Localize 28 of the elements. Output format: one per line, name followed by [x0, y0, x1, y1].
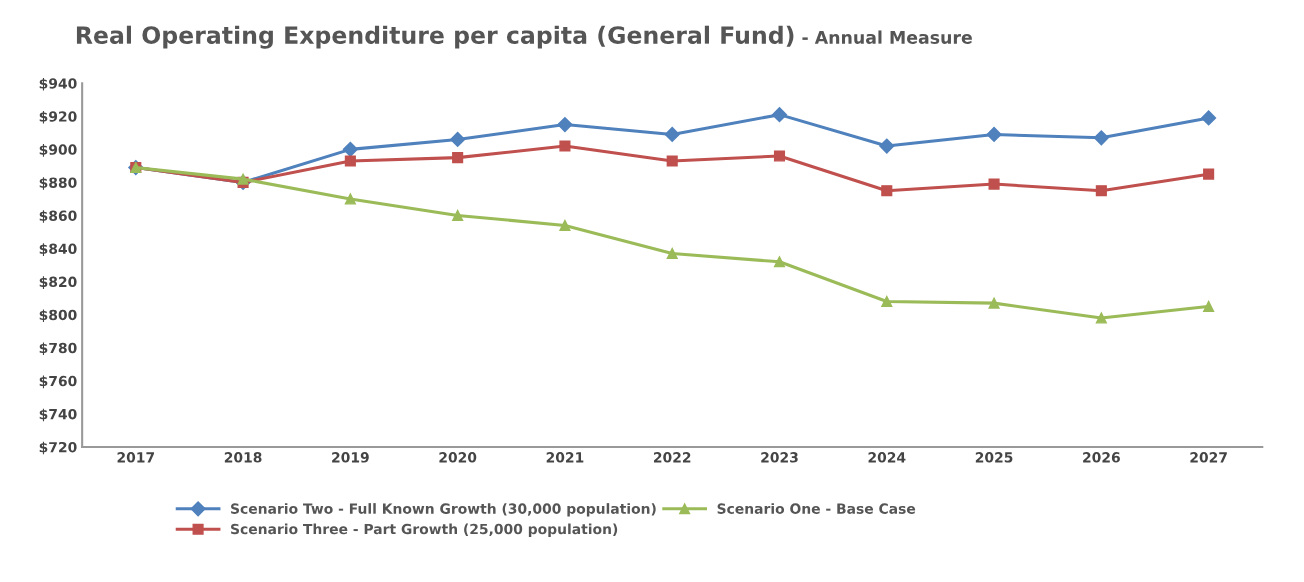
x-tick-label: 2020 — [439, 452, 477, 463]
x-tick-label: 2019 — [332, 452, 369, 463]
y-tick-label: $860 — [39, 210, 77, 223]
legend-label: Scenario One - Base Case — [717, 503, 916, 514]
x-tick-label: 2024 — [868, 452, 906, 463]
y-tick-label: $900 — [39, 144, 77, 157]
x-tick-label: 2026 — [1083, 452, 1120, 463]
x-tick-label: 2022 — [653, 452, 691, 463]
x-tick-label: 2023 — [761, 452, 798, 463]
chart-subtitle: - Annual Measure — [802, 30, 972, 44]
y-tick-label: $800 — [39, 309, 77, 323]
y-tick-label: $760 — [39, 375, 77, 389]
x-tick-label: 2017 — [117, 452, 155, 463]
y-tick-label: $780 — [39, 342, 77, 356]
chart-title: Real Operating Expenditure per capita (General Fund) — [76, 25, 794, 49]
y-tick-label: $940 — [39, 77, 77, 91]
y-tick-label: $880 — [39, 177, 77, 190]
x-tick-label: 2027 — [1190, 452, 1227, 463]
y-tick-label: $720 — [39, 441, 77, 455]
y-tick-label: $820 — [39, 276, 77, 289]
y-tick-label: $740 — [39, 408, 77, 422]
legend-label: Scenario Three - Part Growth (25,000 population) — [231, 523, 618, 537]
x-tick-label: 2021 — [546, 452, 584, 463]
legend-label: Scenario Two - Full Known Growth (30,000 population) — [231, 503, 656, 517]
y-tick-label: $920 — [39, 111, 77, 124]
x-tick-label: 2018 — [224, 452, 262, 463]
x-tick-label: 2025 — [975, 452, 1013, 463]
y-tick-label: $840 — [39, 243, 77, 256]
